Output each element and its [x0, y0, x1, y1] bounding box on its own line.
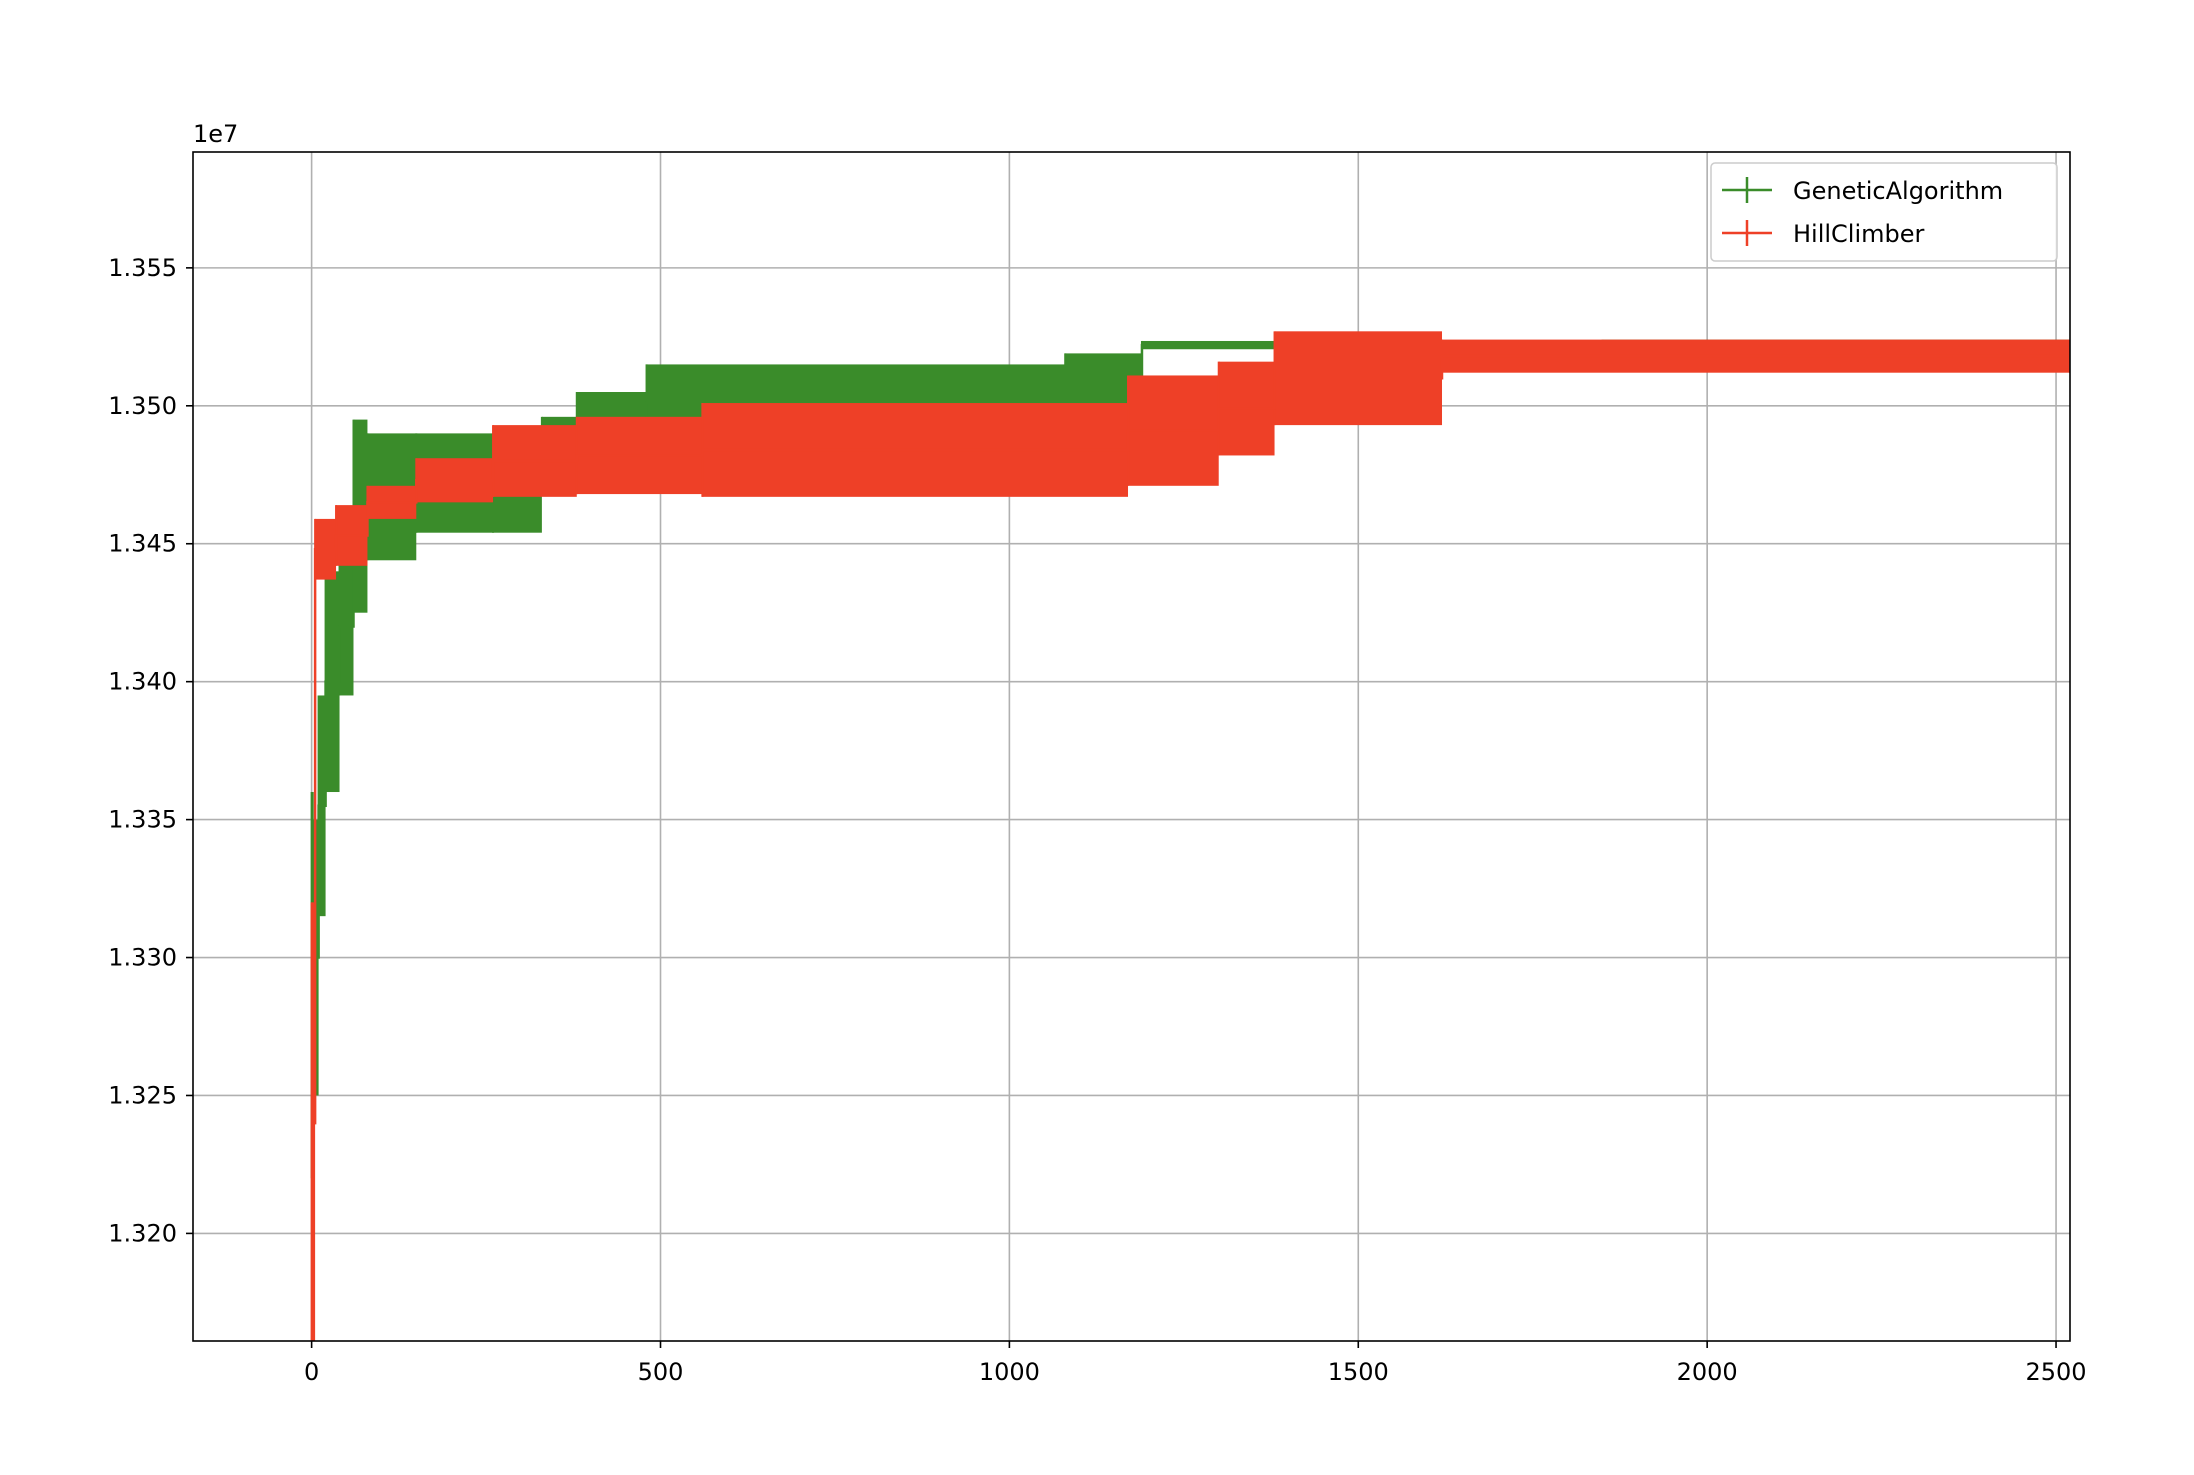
y-tick-label: 1.345 [108, 530, 177, 558]
y-tick-label: 1.320 [108, 1219, 177, 1247]
y-offset-label: 1e7 [193, 120, 238, 148]
y-tick-label: 1.325 [108, 1081, 177, 1109]
legend-item: HillClimber [1722, 220, 1925, 248]
x-tick-label: 1500 [1328, 1358, 1389, 1386]
plot-frame [192, 151, 2071, 1342]
legend-item: GeneticAlgorithm [1722, 177, 2003, 205]
legend-box [1710, 162, 2058, 262]
y-axis: 1.320 1.325 1.330 1.335 1.340 1.345 1.350 1.355 [108, 254, 193, 1247]
series-hillclimber [310, 331, 2070, 1341]
x-axis: 0 500 1000 1500 2000 2500 [304, 1341, 2087, 1386]
grid [193, 152, 2070, 1341]
y-tick-label: 1.350 [108, 392, 177, 420]
x-tick-label: 2500 [2026, 1358, 2087, 1386]
x-tick-label: 2000 [1677, 1358, 1738, 1386]
series-area [310, 331, 2070, 1341]
series-line [311, 354, 2070, 1125]
x-tick-label: 1000 [979, 1358, 1040, 1386]
legend-label: GeneticAlgorithm [1793, 177, 2003, 205]
x-tick-label: 0 [304, 1358, 319, 1386]
x-tick-label: 500 [638, 1358, 684, 1386]
y-tick-label: 1.355 [108, 254, 177, 282]
error-band [311, 902, 316, 1341]
y-tick-label: 1.335 [108, 806, 177, 834]
legend: GeneticAlgorithm HillClimber [1710, 162, 2058, 262]
y-tick-label: 1.330 [108, 944, 177, 972]
y-tick-label: 1.340 [108, 668, 177, 696]
legend-label: HillClimber [1793, 220, 1925, 248]
